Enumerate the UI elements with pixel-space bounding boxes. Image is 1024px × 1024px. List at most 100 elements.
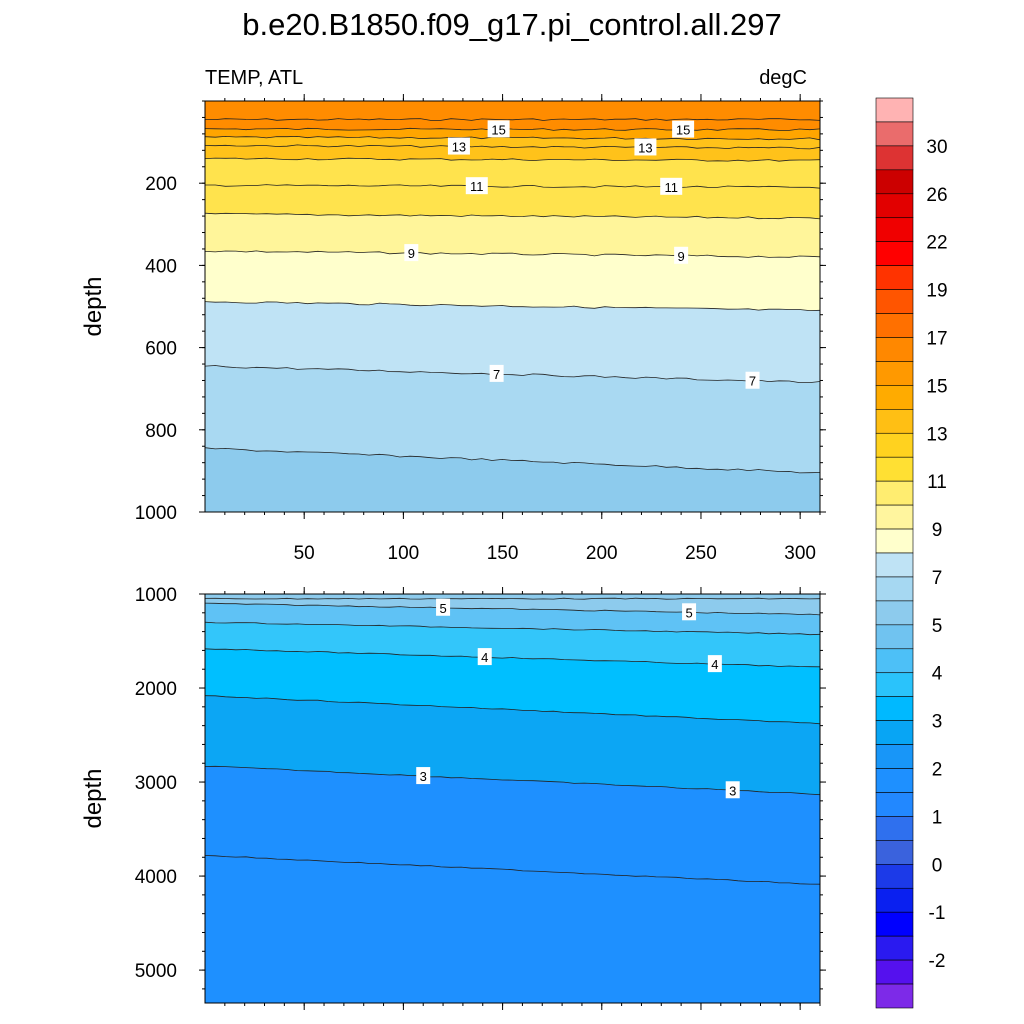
contour-line-8 (205, 301, 820, 312)
contour-label: 7 (489, 364, 504, 382)
contour-label: 3 (416, 767, 431, 785)
contour-label: 15 (672, 120, 695, 138)
panel-2: 5 5 4 4 3 3 1000 2000 3000 4000 5000 depth (80, 585, 826, 1010)
y-tick-label: 3000 (135, 773, 177, 794)
plot-frame (204, 593, 821, 1004)
colorbar-label: 2 (932, 760, 943, 781)
y-tick-label: 600 (145, 339, 177, 360)
svg-text:5: 5 (685, 605, 692, 620)
colorbar-label: 4 (932, 664, 943, 685)
colorbar-box (875, 480, 914, 506)
colorbar-box (875, 361, 914, 386)
colorbar-box (875, 696, 914, 721)
colorbar-label: 13 (926, 424, 947, 445)
svg-text:13: 13 (638, 140, 652, 155)
contour-line-7 (205, 365, 820, 383)
contour-label: 15 (487, 120, 510, 138)
svg-text:11: 11 (664, 180, 678, 195)
colorbar-label: 19 (926, 281, 947, 302)
colorbar-box (875, 959, 914, 985)
y-tick-label: 800 (145, 421, 177, 442)
colorbar-box (875, 289, 914, 314)
y-tick-label: 1000 (135, 503, 177, 524)
colorbar-label: -2 (929, 951, 946, 972)
colorbar-label: 30 (926, 137, 947, 158)
contour-line-10 (205, 212, 820, 220)
contour-line-14 (205, 135, 820, 141)
y-tick-label: 4000 (135, 867, 177, 888)
colorbar-box (875, 792, 914, 817)
contour-line-6 (205, 447, 820, 474)
colorbar-box (875, 816, 914, 841)
contour-line-12 (205, 157, 820, 162)
y-axis-title: depth (80, 276, 107, 336)
contour-line-4.5 (205, 621, 820, 636)
right-subtitle: degC (759, 67, 807, 89)
colorbar-box (875, 97, 914, 123)
contour-line-13 (205, 144, 820, 150)
colorbar-box (875, 552, 914, 578)
colorbar-box (875, 768, 914, 793)
chart-title: b.e20.B1850.f09_g17.pi_control.all.297 (242, 7, 782, 42)
contour-label: 9 (674, 246, 689, 264)
colorbar-box (875, 983, 914, 1009)
colorbar-label: 5 (932, 616, 943, 637)
colorbar-label: 17 (926, 328, 947, 349)
svg-text:13: 13 (452, 140, 466, 155)
colorbar-box (875, 911, 914, 937)
colorbar-box (875, 744, 914, 769)
contour-line-16 (205, 118, 820, 121)
svg-text:15: 15 (491, 122, 505, 137)
colorbar-label: 3 (932, 712, 943, 733)
band-2.5 (205, 855, 820, 1003)
x-tick-label: 150 (487, 543, 519, 564)
contour-label: 4 (477, 648, 492, 666)
contour-line-2.5 (205, 855, 820, 885)
colorbar-label: 22 (926, 233, 947, 254)
svg-text:4: 4 (711, 657, 718, 672)
colorbar-label: 1 (932, 807, 943, 828)
colorbar-box (875, 265, 914, 290)
svg-text:7: 7 (493, 367, 500, 382)
y-tick-label: 400 (145, 256, 177, 277)
contour-line-11 (205, 184, 820, 189)
colorbar-box (875, 864, 914, 889)
contour-line-3 (205, 765, 820, 796)
colorbar-label: -1 (929, 903, 946, 924)
colorbar-box (875, 337, 914, 362)
contour-label: 7 (745, 371, 760, 389)
contour-line-6 (205, 597, 820, 600)
colorbar-box (875, 193, 914, 219)
colorbar-box (875, 528, 914, 554)
y-axis-title: depth (80, 768, 107, 828)
y-tick-label: 200 (145, 174, 177, 195)
colorbar-box (875, 241, 914, 266)
colorbar-label: 11 (927, 472, 947, 493)
band-6 (205, 447, 820, 512)
colorbar-label: 15 (926, 376, 947, 397)
contour-label: 3 (725, 781, 740, 799)
colorbar-box (875, 935, 914, 961)
colorbar-box (875, 840, 914, 865)
panel-1: 15 15 13 13 11 11 9 9 7 7 200 400 600 800 1000 50 100 150… (80, 94, 826, 564)
colorbar-box (875, 121, 914, 147)
svg-text:4: 4 (481, 650, 488, 665)
x-tick-label: 250 (685, 543, 717, 564)
contour-label: 11 (660, 177, 683, 195)
contour-label: 13 (634, 138, 657, 156)
svg-text:3: 3 (420, 769, 427, 784)
colorbar-box (875, 409, 914, 434)
colorbar-label: 9 (932, 520, 943, 541)
colorbar-box (875, 600, 914, 626)
colorbar-box (875, 313, 914, 338)
svg-text:3: 3 (729, 783, 736, 798)
contour-label: 5 (436, 598, 451, 616)
left-subtitle: TEMP, ATL (205, 67, 303, 89)
x-tick-label: 300 (784, 543, 816, 564)
colorbar-box (875, 145, 914, 171)
y-tick-label: 2000 (135, 679, 177, 700)
contour-line-9 (205, 250, 820, 258)
svg-text:15: 15 (676, 123, 690, 138)
svg-text:7: 7 (749, 374, 756, 389)
